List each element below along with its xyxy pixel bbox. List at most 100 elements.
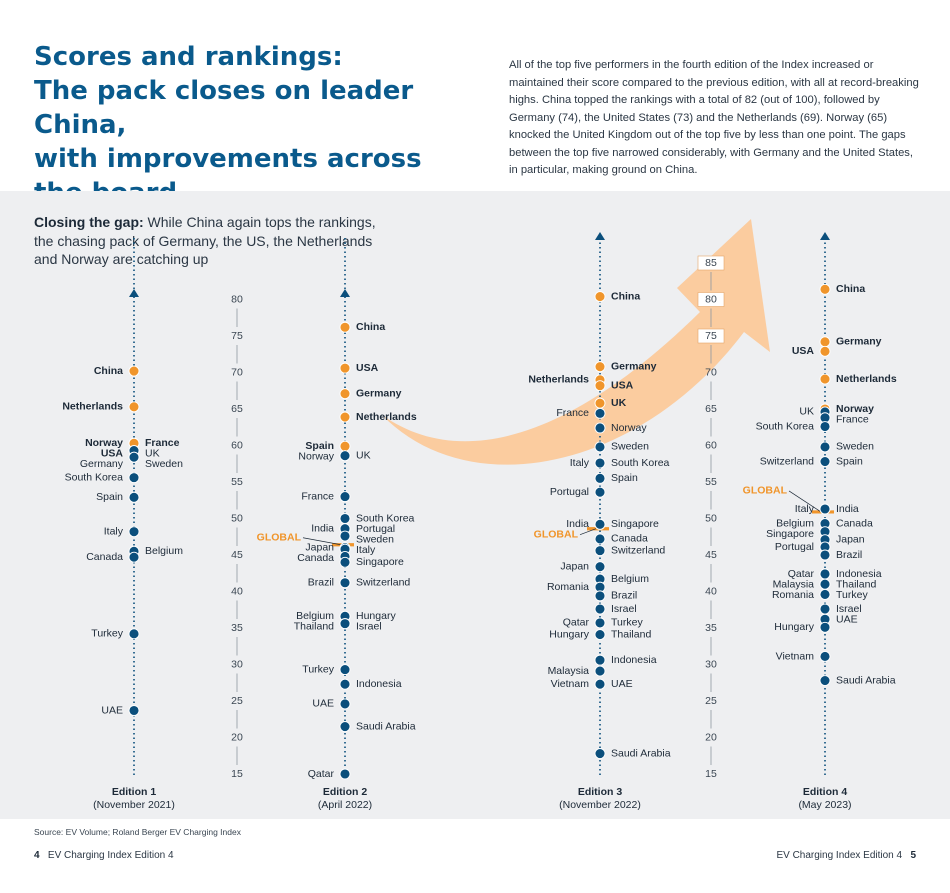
- country-label: Qatar: [788, 568, 815, 580]
- country-label: Saudi Arabia: [356, 720, 416, 732]
- axis-arrowhead: [820, 232, 830, 240]
- country-dot: [339, 721, 351, 732]
- country-dot: [594, 422, 606, 434]
- country-label: Sweden: [145, 458, 183, 470]
- country-dot: [339, 768, 351, 780]
- country-label: Germany: [80, 458, 124, 470]
- country-dot: [594, 678, 606, 690]
- country-dot: [128, 551, 140, 563]
- scale-tick-label: 50: [705, 512, 717, 524]
- country-dot: [339, 678, 351, 690]
- country-label: Switzerland: [760, 455, 814, 467]
- country-label: Spain: [305, 440, 334, 452]
- page-title-line: with improvements across: [34, 144, 422, 174]
- country-label: Switzerland: [611, 544, 665, 556]
- country-label: France: [556, 407, 589, 419]
- scale-tick-label: 75: [705, 330, 717, 342]
- country-label: Netherlands: [836, 373, 897, 385]
- country-label: Turkey: [302, 663, 334, 675]
- country-label: Sweden: [611, 441, 649, 453]
- country-dot: [594, 561, 606, 573]
- country-dot: [128, 526, 140, 538]
- footer-right-title: EV Charging Index Edition 4: [776, 850, 903, 861]
- country-dot: [594, 486, 606, 498]
- country-label: Japan: [305, 541, 334, 553]
- country-label: Norway: [298, 451, 334, 463]
- country-dot: [819, 588, 831, 600]
- scale-tick-label: 45: [231, 549, 243, 561]
- page-title-line: The pack closes on leader China,: [34, 76, 414, 140]
- axis-arrowhead: [340, 289, 350, 297]
- axis-arrowhead: [595, 232, 605, 240]
- scale-tick-label: 30: [705, 658, 717, 670]
- scale-tick-label: 70: [231, 366, 243, 378]
- scale-tick-label: 25: [231, 695, 243, 707]
- country-dot: [594, 291, 606, 303]
- country-label: Sweden: [356, 533, 394, 545]
- global-label: GLOBAL: [743, 485, 788, 497]
- country-label: Germany: [356, 387, 402, 399]
- country-dot: [339, 530, 351, 542]
- country-label: Vietnam: [551, 678, 590, 690]
- country-label: Portugal: [550, 486, 589, 498]
- source-note: Source: EV Volume; Roland Berger EV Char…: [34, 827, 241, 837]
- edition-date: (November 2022): [559, 799, 641, 811]
- global-leader: [302, 537, 342, 546]
- country-dot: [819, 621, 831, 633]
- scale-tick-label: 55: [231, 476, 243, 488]
- country-label: Qatar: [308, 768, 335, 780]
- country-label: UAE: [836, 613, 858, 625]
- country-label: Norway: [611, 422, 647, 434]
- intro-paragraph: All of the top five performers in the fo…: [509, 59, 919, 176]
- country-label: France: [145, 437, 180, 449]
- country-label: Italy: [570, 457, 590, 469]
- country-label: Netherlands: [356, 411, 417, 423]
- chart-lead: Closing the gap: While China again tops …: [34, 213, 394, 269]
- scale-tick-label: 85: [705, 257, 717, 269]
- country-label: Belgium: [145, 545, 183, 557]
- country-label: India: [311, 523, 334, 535]
- country-dot: [594, 665, 606, 677]
- country-label: Thailand: [611, 628, 651, 640]
- page-number-right: 5: [910, 850, 916, 861]
- country-label: South Korea: [611, 457, 670, 469]
- country-label: Hungary: [356, 610, 396, 622]
- country-dot: [819, 283, 831, 295]
- scale-tick-label: 60: [705, 439, 717, 451]
- country-dot: [819, 373, 831, 385]
- country-label: USA: [611, 379, 634, 391]
- country-label: Indonesia: [836, 568, 882, 580]
- footer-left-title: EV Charging Index Edition 4: [47, 850, 174, 861]
- country-label: Belgium: [296, 610, 334, 622]
- scale-tick-label: 25: [705, 695, 717, 707]
- edition-date: (May 2023): [798, 799, 851, 811]
- country-dot: [339, 618, 351, 630]
- country-dot: [594, 545, 606, 557]
- country-label: China: [356, 321, 385, 333]
- country-label: Israel: [836, 603, 862, 615]
- country-label: Israel: [356, 621, 382, 633]
- scale-tick-label: 30: [231, 658, 243, 670]
- country-label: Thailand: [294, 621, 334, 633]
- global-label: GLOBAL: [534, 529, 579, 541]
- edition-title: Edition 1: [112, 786, 156, 798]
- country-label: Portugal: [775, 541, 814, 553]
- country-label: Italy: [795, 503, 815, 515]
- scale-tick-label: 50: [231, 512, 243, 524]
- chart-panel: [0, 191, 950, 819]
- country-label: Canada: [611, 533, 648, 545]
- country-dot: [128, 628, 140, 640]
- country-label: South Korea: [356, 512, 415, 524]
- country-dot: [128, 401, 140, 413]
- country-label: Thailand: [836, 578, 876, 590]
- scale-tick-label: 35: [231, 622, 243, 634]
- scale-tick-box: [697, 255, 725, 271]
- country-label: UK: [356, 450, 371, 462]
- country-dot: [819, 503, 831, 515]
- country-label: India: [836, 503, 859, 515]
- country-dot: [819, 345, 831, 357]
- country-label: Belgium: [611, 573, 649, 585]
- country-dot: [594, 533, 606, 545]
- country-dot: [339, 450, 351, 462]
